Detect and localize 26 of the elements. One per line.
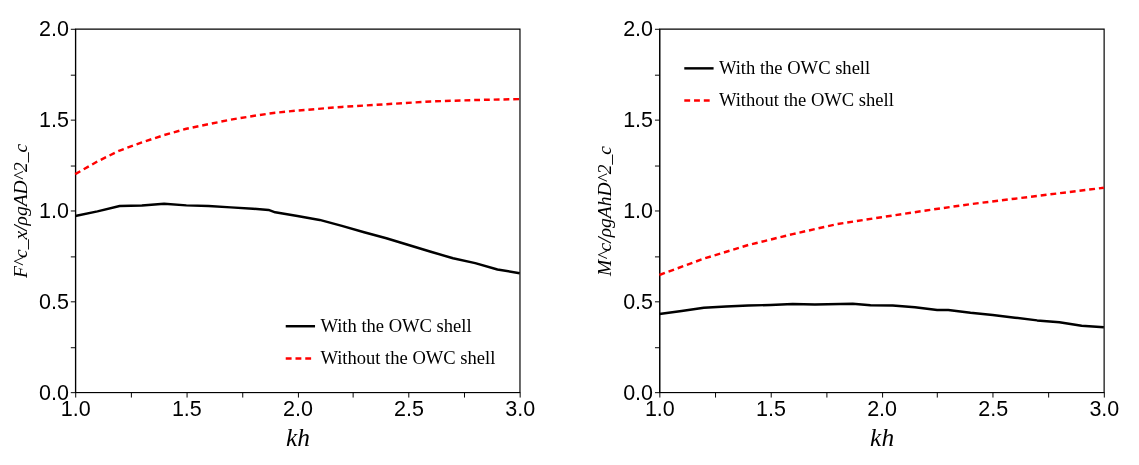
y-tick-label: 1.5 — [623, 107, 654, 132]
x-tick-label: 3.0 — [1089, 397, 1120, 422]
legend-label: Without the OWC shell — [320, 347, 496, 369]
y-tick-label: 2.0 — [623, 17, 654, 42]
x-tick-label: 2.0 — [283, 397, 313, 422]
x-tick-label: 2.5 — [978, 397, 1009, 422]
x-tick-label: 2.0 — [867, 397, 898, 422]
y-tick-label: 1.0 — [38, 198, 69, 223]
legend-label: Without the OWC shell — [718, 89, 894, 111]
x-tick-label: 1.5 — [756, 397, 786, 422]
y-tick-label: 2.0 — [38, 17, 69, 42]
x-tick-label: 3.0 — [505, 397, 536, 422]
x-tick-label: 2.5 — [394, 397, 425, 422]
y-axis-title: M^c/ρgAhD^2_c — [594, 145, 616, 277]
x-axis-title: kh — [285, 423, 310, 452]
y-axis-title: F^c_x/ρgAD^2_c — [10, 143, 32, 280]
line-series — [658, 186, 1106, 277]
line-series — [74, 97, 521, 176]
y-tick-label: 0.5 — [38, 289, 69, 314]
y-tick-label: 0.5 — [623, 289, 654, 314]
legend-label: With the OWC shell — [320, 315, 472, 337]
legend-label: With the OWC shell — [718, 57, 871, 79]
y-tick-label: 1.5 — [38, 107, 69, 132]
y-tick-label: 1.0 — [623, 198, 654, 223]
x-axis-title: kh — [870, 423, 895, 452]
x-tick-label: 1.5 — [171, 397, 202, 422]
